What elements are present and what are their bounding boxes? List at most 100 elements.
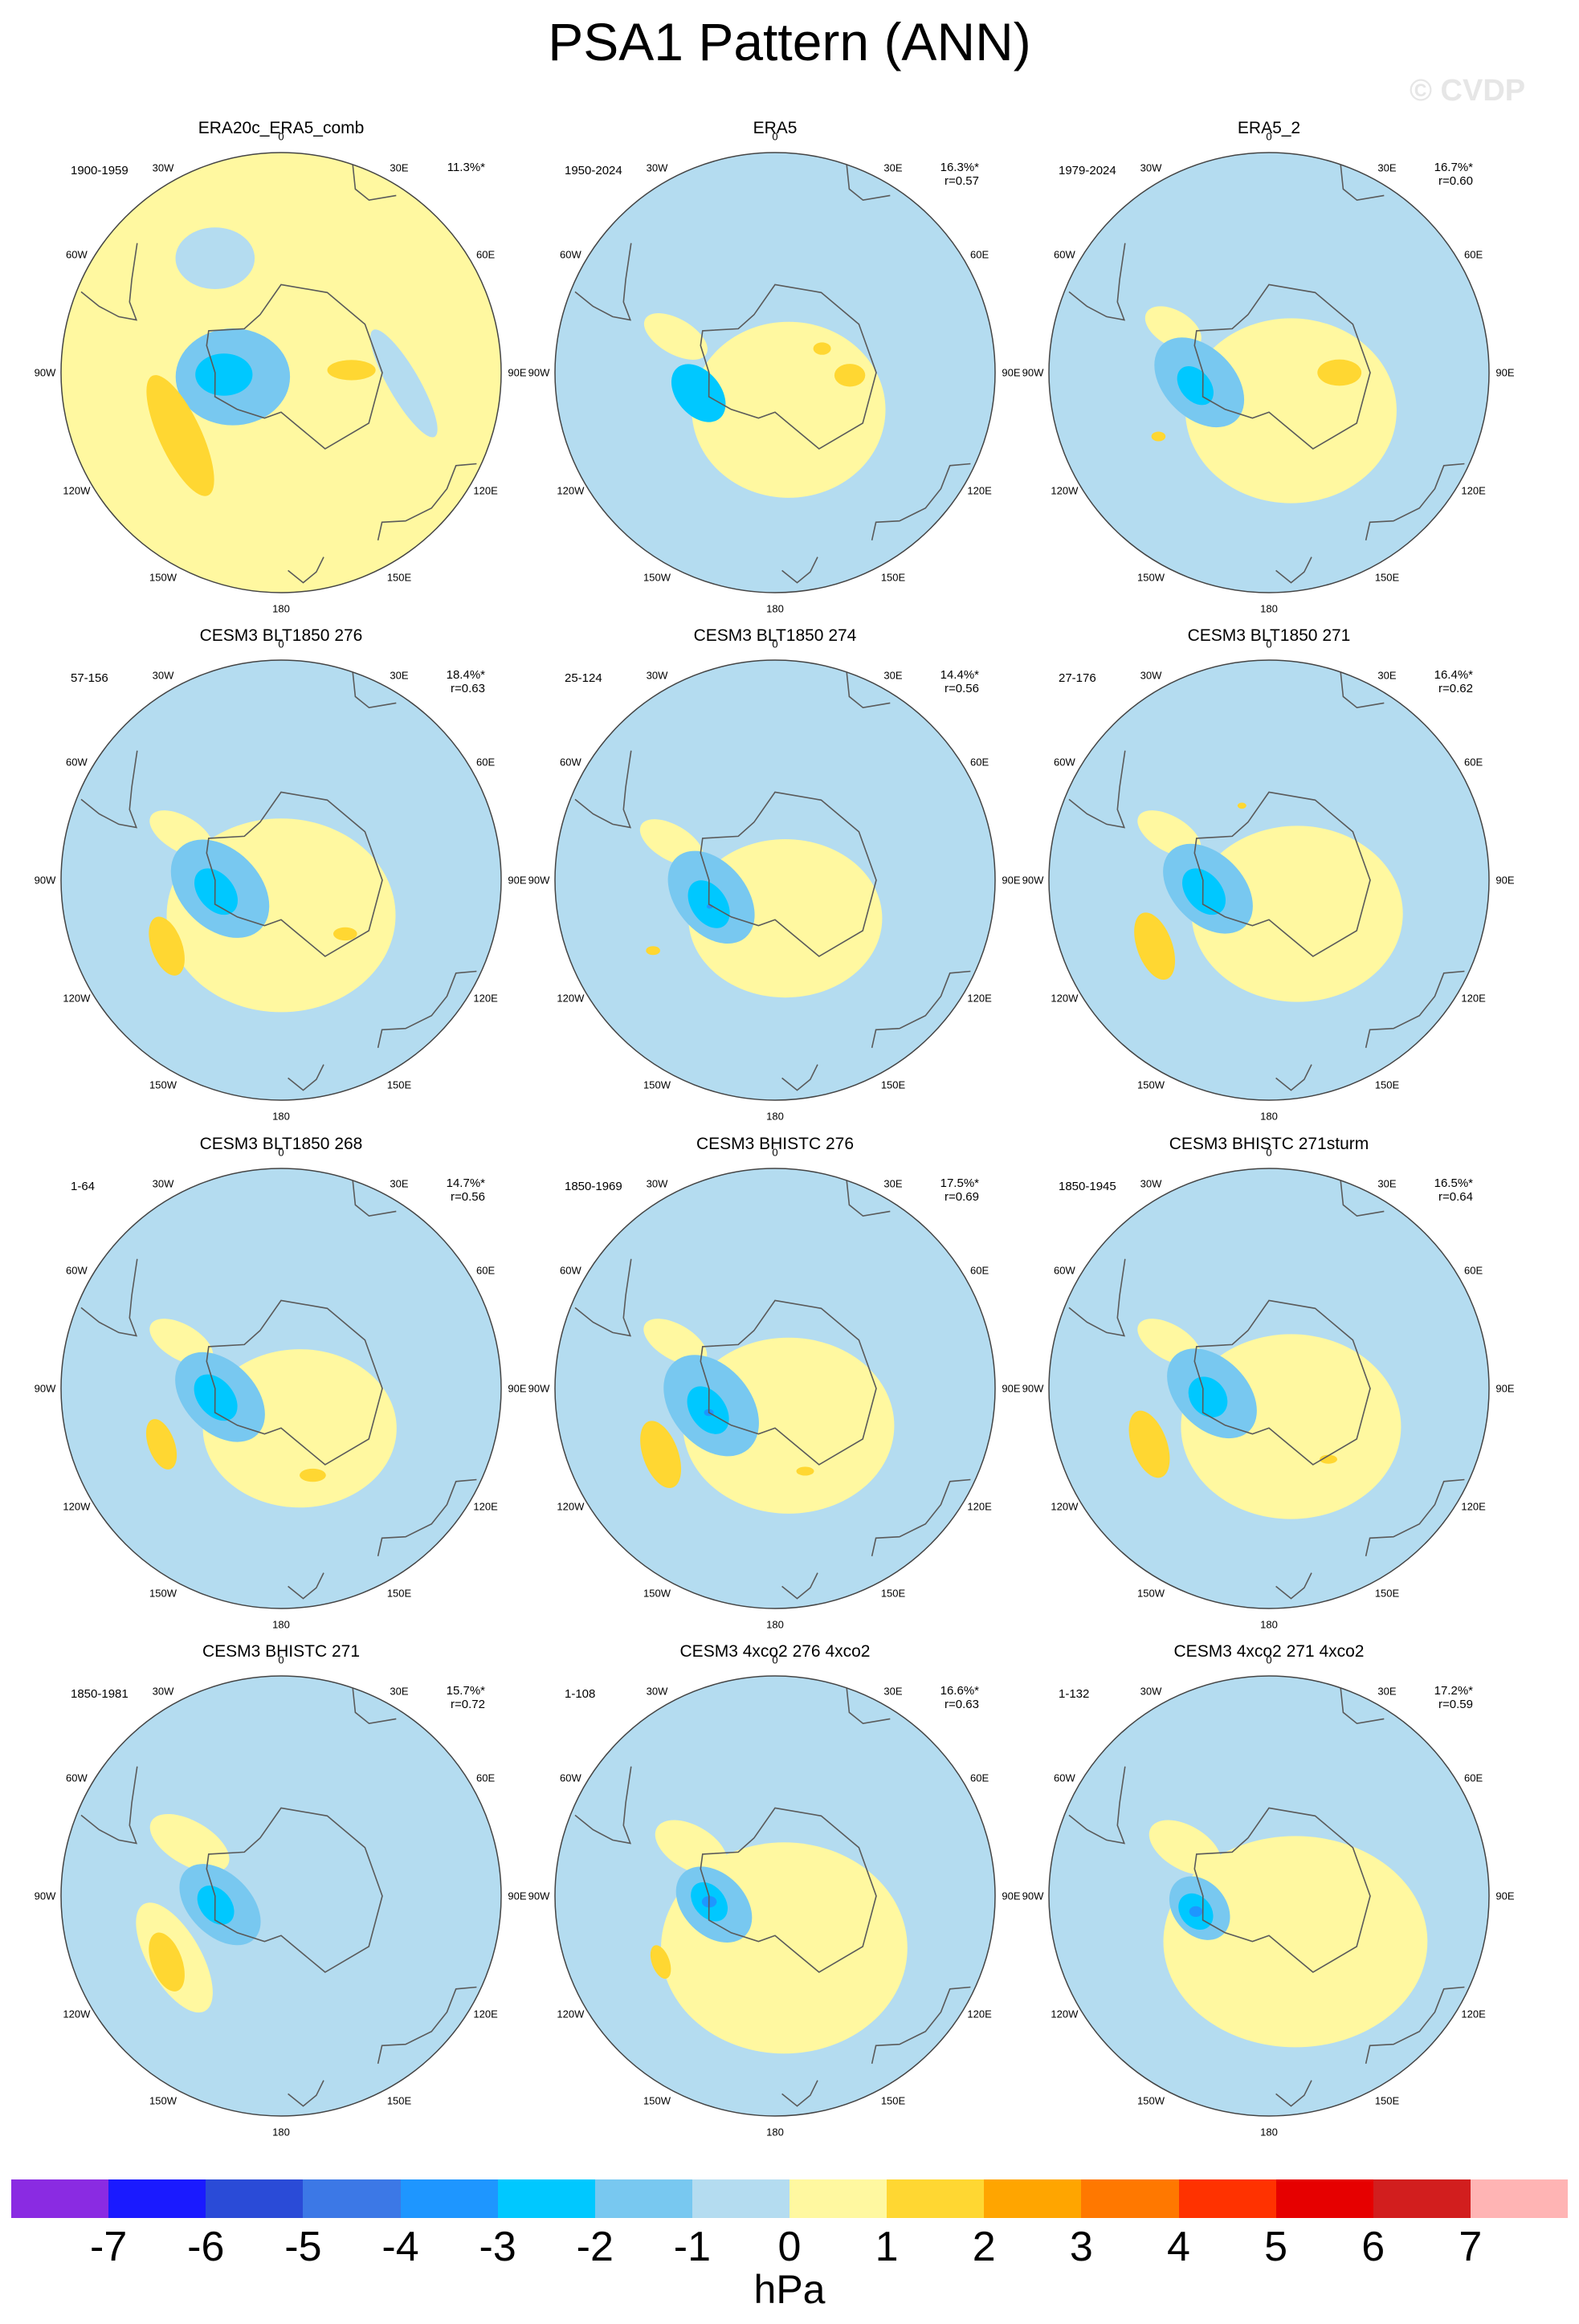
panel-title: ERA5_2 bbox=[1237, 119, 1301, 137]
longitude-label: 120W bbox=[63, 484, 91, 497]
panel-variance-pct: 18.4%* bbox=[446, 668, 485, 682]
coastline bbox=[700, 791, 877, 957]
longitude-label: 180 bbox=[1260, 1110, 1278, 1123]
colorbar-swatch bbox=[1470, 2179, 1568, 2218]
anomaly-region bbox=[370, 329, 438, 438]
panel-title: ERA5 bbox=[753, 119, 798, 137]
longitude-label: 30W bbox=[646, 161, 668, 174]
polar-map bbox=[554, 659, 996, 1101]
longitude-label: 60E bbox=[970, 756, 989, 769]
anomaly-region bbox=[834, 364, 866, 387]
panel-years: 1-108 bbox=[565, 1687, 596, 1701]
anomaly-region bbox=[1177, 366, 1214, 406]
longitude-label: 150W bbox=[643, 1587, 671, 1600]
longitude-label: 30E bbox=[1377, 1177, 1397, 1190]
map-panel: ERA20c_ERA5_comb 1900-1959 11.3%* 0 30E 60E 90… bbox=[32, 119, 530, 617]
colorbar-swatch bbox=[206, 2179, 304, 2218]
anomaly-region bbox=[1149, 1820, 1222, 1875]
panel-title: CESM3 BHISTC 276 bbox=[696, 1135, 855, 1153]
longitude-label: 90W bbox=[34, 366, 56, 379]
longitude-label: 0 bbox=[278, 130, 284, 143]
panel-years: 1-132 bbox=[1059, 1687, 1090, 1701]
longitude-label: 150E bbox=[880, 1587, 906, 1600]
longitude-label: 60E bbox=[1464, 756, 1483, 769]
coastline bbox=[846, 671, 891, 709]
longitude-label: 60W bbox=[560, 1772, 581, 1784]
longitude-label: 60E bbox=[970, 1264, 989, 1277]
coastline bbox=[1340, 164, 1385, 202]
longitude-label: 60W bbox=[1054, 1772, 1075, 1784]
coastline bbox=[1193, 1807, 1371, 1973]
map-boundary bbox=[554, 1168, 996, 1609]
coastline bbox=[574, 243, 632, 321]
anomaly-region bbox=[655, 1820, 728, 1875]
longitude-label: 90E bbox=[1495, 1890, 1515, 1902]
anomaly-region bbox=[149, 1813, 230, 1873]
polar-map bbox=[1048, 659, 1490, 1101]
anomaly-region bbox=[650, 1945, 671, 1979]
anomaly-region bbox=[145, 1419, 177, 1470]
longitude-label: 0 bbox=[1266, 130, 1272, 143]
polar-map bbox=[1048, 152, 1490, 593]
map-panel: CESM3 BLT1850 271 27-176 16.4%* r=0.62 0 30E 6… bbox=[1020, 626, 1518, 1124]
longitude-label: 120W bbox=[557, 1500, 585, 1513]
longitude-label: 150W bbox=[1137, 1587, 1165, 1600]
panel-variance-pct: 16.4%* bbox=[1434, 668, 1473, 682]
panel-variance-pct: 16.3%* bbox=[940, 161, 979, 174]
longitude-label: 150W bbox=[149, 1587, 177, 1600]
anomaly-region bbox=[1320, 1454, 1337, 1464]
longitude-label: 150E bbox=[880, 1078, 906, 1091]
coastline bbox=[1068, 243, 1126, 321]
panel-variance-pct: 16.6%* bbox=[940, 1684, 979, 1698]
anomaly-region bbox=[643, 1319, 708, 1366]
coastline bbox=[871, 463, 971, 540]
panel-variance-pct: 17.2%* bbox=[1434, 1684, 1473, 1698]
coastline bbox=[1193, 283, 1371, 450]
anomaly-region bbox=[1188, 1376, 1228, 1417]
anomaly-region bbox=[643, 313, 708, 360]
longitude-label: 180 bbox=[272, 2126, 290, 2138]
panel-title: CESM3 4xco2 271 4xco2 bbox=[1173, 1642, 1365, 1661]
longitude-label: 60E bbox=[476, 1772, 496, 1784]
longitude-label: 30W bbox=[646, 669, 668, 682]
longitude-label: 90W bbox=[1022, 1382, 1044, 1395]
map-panel: CESM3 4xco2 271 4xco2 1-132 17.2%* r=0.59 0 3… bbox=[1020, 1642, 1518, 2140]
panel-years: 25-124 bbox=[565, 671, 602, 685]
longitude-label: 120E bbox=[967, 2008, 992, 2020]
longitude-label: 180 bbox=[766, 1618, 784, 1631]
coastline bbox=[352, 1180, 397, 1217]
longitude-label: 60E bbox=[1464, 248, 1483, 261]
map-panel: ERA5 1950-2024 16.3%* r=0.57 0 30E 60E 90E 120E 1… bbox=[526, 119, 1024, 617]
longitude-label: 150E bbox=[1374, 571, 1400, 584]
longitude-label: 150W bbox=[149, 1078, 177, 1091]
longitude-label: 120E bbox=[967, 484, 992, 497]
longitude-label: 30W bbox=[646, 1685, 668, 1698]
longitude-label: 90W bbox=[1022, 1890, 1044, 1902]
longitude-label: 30W bbox=[1140, 669, 1162, 682]
map-boundary bbox=[60, 659, 502, 1101]
longitude-label: 30E bbox=[390, 1177, 409, 1190]
panel-pattern-corr: r=0.62 bbox=[1438, 682, 1473, 695]
coastline bbox=[206, 791, 383, 957]
colorbar-tick-label: -6 bbox=[187, 2224, 225, 2270]
longitude-label: 0 bbox=[772, 1146, 778, 1159]
longitude-label: 60W bbox=[66, 1264, 88, 1277]
panel-stats: 16.5%* r=0.64 bbox=[1434, 1176, 1473, 1204]
panel-pattern-corr: r=0.63 bbox=[945, 1698, 979, 1711]
colorbar bbox=[11, 2179, 1568, 2218]
coastline bbox=[1340, 671, 1385, 709]
panel-years: 1900-1959 bbox=[71, 164, 129, 177]
longitude-label: 150E bbox=[1374, 1078, 1400, 1091]
longitude-label: 60E bbox=[1464, 1264, 1483, 1277]
panel-pattern-corr: r=0.56 bbox=[945, 682, 979, 695]
longitude-label: 90W bbox=[34, 1890, 56, 1902]
panel-stats: 17.2%* r=0.59 bbox=[1434, 1684, 1473, 1711]
panel-stats: 18.4%* r=0.63 bbox=[447, 668, 485, 695]
colorbar-tick-label: 3 bbox=[1069, 2224, 1093, 2270]
longitude-label: 30E bbox=[390, 669, 409, 682]
map-boundary bbox=[1048, 152, 1490, 593]
panel-stats: 14.4%* r=0.56 bbox=[940, 668, 979, 695]
map-boundary bbox=[554, 152, 996, 593]
longitude-label: 180 bbox=[1260, 602, 1278, 615]
colorbar-swatch bbox=[984, 2179, 1082, 2218]
